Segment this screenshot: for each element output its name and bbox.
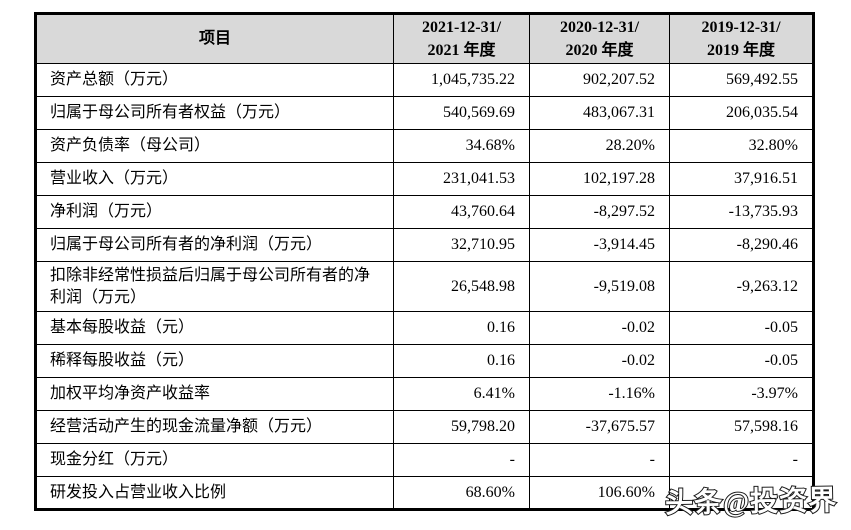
cell-value: -0.05 bbox=[669, 344, 814, 378]
cell-value: 231,041.53 bbox=[393, 162, 530, 196]
row-label: 净利润（万元） bbox=[35, 195, 394, 229]
cell-value: - bbox=[669, 443, 814, 477]
cell-value: 540,569.69 bbox=[393, 96, 530, 130]
cell-value: 34.68% bbox=[393, 129, 530, 163]
cell-value: -8,290.46 bbox=[669, 228, 814, 262]
row-label: 资产负债率（母公司） bbox=[35, 129, 394, 163]
cell-value: 483,067.31 bbox=[529, 96, 670, 130]
header-item-column: 项目 bbox=[35, 13, 394, 64]
cell-value: 32.80% bbox=[669, 129, 814, 163]
table-row-diluted-eps: 稀释每股收益（元） 0.16 -0.02 -0.05 bbox=[35, 344, 814, 378]
cell-value: -13,735.93 bbox=[669, 195, 814, 229]
financial-summary-table: 项目 2021-12-31/ 2021 年度 2020-12-31/ 2020 … bbox=[34, 12, 815, 511]
table-row-parent-net-profit: 归属于母公司所有者的净利润（万元） 32,710.95 -3,914.45 -8… bbox=[35, 228, 814, 262]
table-row-revenue: 营业收入（万元） 231,041.53 102,197.28 37,916.51 bbox=[35, 162, 814, 196]
cell-value: -8,297.52 bbox=[529, 195, 670, 229]
row-label: 经营活动产生的现金流量净额（万元） bbox=[35, 410, 394, 444]
table-row-debt-ratio: 资产负债率（母公司） 34.68% 28.20% 32.80% bbox=[35, 129, 814, 163]
cell-value: -9,519.08 bbox=[529, 261, 670, 312]
cell-value: -0.02 bbox=[529, 344, 670, 378]
cell-value: 0.16 bbox=[393, 311, 530, 345]
header-period-2019: 2019-12-31/ 2019 年度 bbox=[669, 13, 814, 64]
cell-value: 1,045,735.22 bbox=[393, 63, 530, 97]
cell-value: 106.60% bbox=[529, 476, 670, 510]
cell-value: 32,710.95 bbox=[393, 228, 530, 262]
row-label: 归属于母公司所有者权益（万元） bbox=[35, 96, 394, 130]
cell-value: 0.16 bbox=[393, 344, 530, 378]
row-label: 研发投入占营业收入比例 bbox=[35, 476, 394, 510]
row-label: 现金分红（万元） bbox=[35, 443, 394, 477]
table-row-parent-equity: 归属于母公司所有者权益（万元） 540,569.69 483,067.31 20… bbox=[35, 96, 814, 130]
cell-value: -0.05 bbox=[669, 311, 814, 345]
cell-value: 59,798.20 bbox=[393, 410, 530, 444]
row-label: 归属于母公司所有者的净利润（万元） bbox=[35, 228, 394, 262]
cell-value: 43,760.64 bbox=[393, 195, 530, 229]
cell-value: 102,197.28 bbox=[529, 162, 670, 196]
cell-value: 57,598.16 bbox=[669, 410, 814, 444]
row-label: 营业收入（万元） bbox=[35, 162, 394, 196]
table-row-rd-ratio: 研发投入占营业收入比例 68.60% 106.60% bbox=[35, 476, 814, 510]
cell-value: -37,675.57 bbox=[529, 410, 670, 444]
table-header-row: 项目 2021-12-31/ 2021 年度 2020-12-31/ 2020 … bbox=[35, 13, 814, 64]
table-row-operating-cash-flow: 经营活动产生的现金流量净额（万元） 59,798.20 -37,675.57 5… bbox=[35, 410, 814, 444]
cell-value: 28.20% bbox=[529, 129, 670, 163]
cell-value: -3.97% bbox=[669, 377, 814, 411]
cell-value: - bbox=[393, 443, 530, 477]
row-label: 加权平均净资产收益率 bbox=[35, 377, 394, 411]
cell-value bbox=[669, 476, 814, 510]
row-label: 基本每股收益（元） bbox=[35, 311, 394, 345]
row-label: 资产总额（万元） bbox=[35, 63, 394, 97]
cell-value: 902,207.52 bbox=[529, 63, 670, 97]
table-row-weighted-roe: 加权平均净资产收益率 6.41% -1.16% -3.97% bbox=[35, 377, 814, 411]
header-period-2021: 2021-12-31/ 2021 年度 bbox=[393, 13, 530, 64]
cell-value: -1.16% bbox=[529, 377, 670, 411]
cell-value: 26,548.98 bbox=[393, 261, 530, 312]
table-row-basic-eps: 基本每股收益（元） 0.16 -0.02 -0.05 bbox=[35, 311, 814, 345]
table-row-deducted-net-profit: 扣除非经常性损益后归属于母公司所有者的净利润（万元） 26,548.98 -9,… bbox=[35, 261, 814, 312]
cell-value: 569,492.55 bbox=[669, 63, 814, 97]
row-label: 扣除非经常性损益后归属于母公司所有者的净利润（万元） bbox=[35, 261, 394, 312]
table-row-total-assets: 资产总额（万元） 1,045,735.22 902,207.52 569,492… bbox=[35, 63, 814, 97]
table-row-cash-dividend: 现金分红（万元） - - - bbox=[35, 443, 814, 477]
cell-value: - bbox=[529, 443, 670, 477]
cell-value: -0.02 bbox=[529, 311, 670, 345]
table-row-net-profit: 净利润（万元） 43,760.64 -8,297.52 -13,735.93 bbox=[35, 195, 814, 229]
cell-value: 68.60% bbox=[393, 476, 530, 510]
cell-value: 206,035.54 bbox=[669, 96, 814, 130]
cell-value: 37,916.51 bbox=[669, 162, 814, 196]
cell-value: 6.41% bbox=[393, 377, 530, 411]
cell-value: -9,263.12 bbox=[669, 261, 814, 312]
header-period-2020: 2020-12-31/ 2020 年度 bbox=[529, 13, 670, 64]
cell-value: -3,914.45 bbox=[529, 228, 670, 262]
row-label: 稀释每股收益（元） bbox=[35, 344, 394, 378]
